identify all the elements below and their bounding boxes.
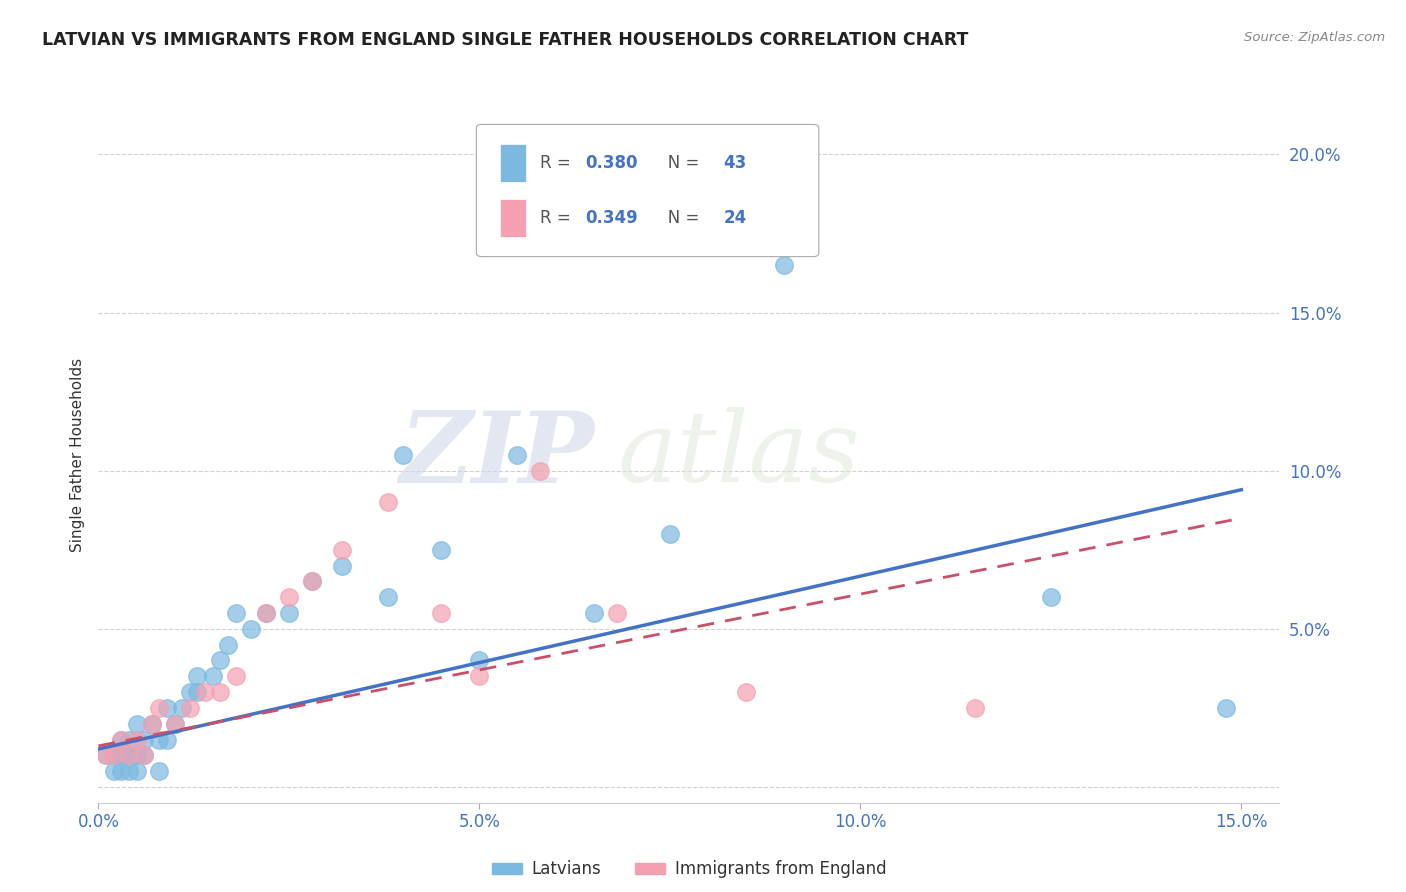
Text: ZIP: ZIP xyxy=(399,407,595,503)
Point xyxy=(103,748,125,763)
Point xyxy=(94,748,117,763)
Text: 43: 43 xyxy=(723,154,747,172)
Point xyxy=(110,732,132,747)
Point xyxy=(392,448,415,462)
Point xyxy=(141,716,163,731)
Point xyxy=(94,748,117,763)
Point xyxy=(468,669,491,683)
Point xyxy=(468,653,491,667)
Point xyxy=(377,495,399,509)
Point xyxy=(430,542,453,557)
Point xyxy=(582,606,605,620)
Point xyxy=(118,748,141,763)
Point xyxy=(125,732,148,747)
Point xyxy=(134,732,156,747)
Text: atlas: atlas xyxy=(619,408,860,502)
Point xyxy=(110,732,132,747)
Y-axis label: Single Father Households: Single Father Households xyxy=(69,358,84,552)
Text: 0.349: 0.349 xyxy=(585,209,638,227)
Point xyxy=(110,764,132,779)
Point xyxy=(118,748,141,763)
Point xyxy=(163,716,186,731)
Point xyxy=(186,685,208,699)
Point xyxy=(110,748,132,763)
Point xyxy=(172,701,194,715)
Text: 24: 24 xyxy=(723,209,747,227)
Point xyxy=(377,591,399,605)
Text: R =: R = xyxy=(540,154,576,172)
Point xyxy=(201,669,224,683)
Point xyxy=(217,638,239,652)
Point xyxy=(529,464,551,478)
Point xyxy=(773,258,796,272)
Point xyxy=(239,622,262,636)
Point xyxy=(301,574,323,589)
Point xyxy=(735,685,758,699)
Text: Source: ZipAtlas.com: Source: ZipAtlas.com xyxy=(1244,31,1385,45)
Point xyxy=(179,701,201,715)
FancyBboxPatch shape xyxy=(477,124,818,257)
Point xyxy=(148,764,170,779)
Point xyxy=(277,591,299,605)
Point xyxy=(125,748,148,763)
Point xyxy=(209,653,232,667)
Point xyxy=(125,716,148,731)
Point xyxy=(118,732,141,747)
Text: N =: N = xyxy=(652,209,704,227)
Point xyxy=(225,606,247,620)
Bar xyxy=(501,144,526,182)
Point xyxy=(156,701,179,715)
Point xyxy=(141,716,163,731)
Point xyxy=(148,732,170,747)
Point xyxy=(209,685,232,699)
Point xyxy=(194,685,217,699)
Point xyxy=(179,685,201,699)
Legend: Latvians, Immigrants from England: Latvians, Immigrants from England xyxy=(485,854,893,885)
Point xyxy=(1215,701,1237,715)
Point xyxy=(606,606,628,620)
Point xyxy=(134,748,156,763)
Text: 0.380: 0.380 xyxy=(585,154,637,172)
Point xyxy=(134,748,156,763)
Point xyxy=(506,448,529,462)
Text: N =: N = xyxy=(652,154,704,172)
Point xyxy=(277,606,299,620)
Point xyxy=(103,748,125,763)
Text: R =: R = xyxy=(540,209,576,227)
Point xyxy=(118,764,141,779)
Point xyxy=(1039,591,1062,605)
Point xyxy=(163,716,186,731)
Bar xyxy=(501,199,526,237)
Point xyxy=(430,606,453,620)
Point xyxy=(186,669,208,683)
Point xyxy=(254,606,277,620)
Point xyxy=(156,732,179,747)
Point xyxy=(103,764,125,779)
Point xyxy=(330,542,353,557)
Point xyxy=(225,669,247,683)
Point xyxy=(963,701,986,715)
Point xyxy=(254,606,277,620)
Text: LATVIAN VS IMMIGRANTS FROM ENGLAND SINGLE FATHER HOUSEHOLDS CORRELATION CHART: LATVIAN VS IMMIGRANTS FROM ENGLAND SINGL… xyxy=(42,31,969,49)
Point xyxy=(330,558,353,573)
Point xyxy=(125,764,148,779)
Point xyxy=(301,574,323,589)
Point xyxy=(658,527,681,541)
Point xyxy=(148,701,170,715)
